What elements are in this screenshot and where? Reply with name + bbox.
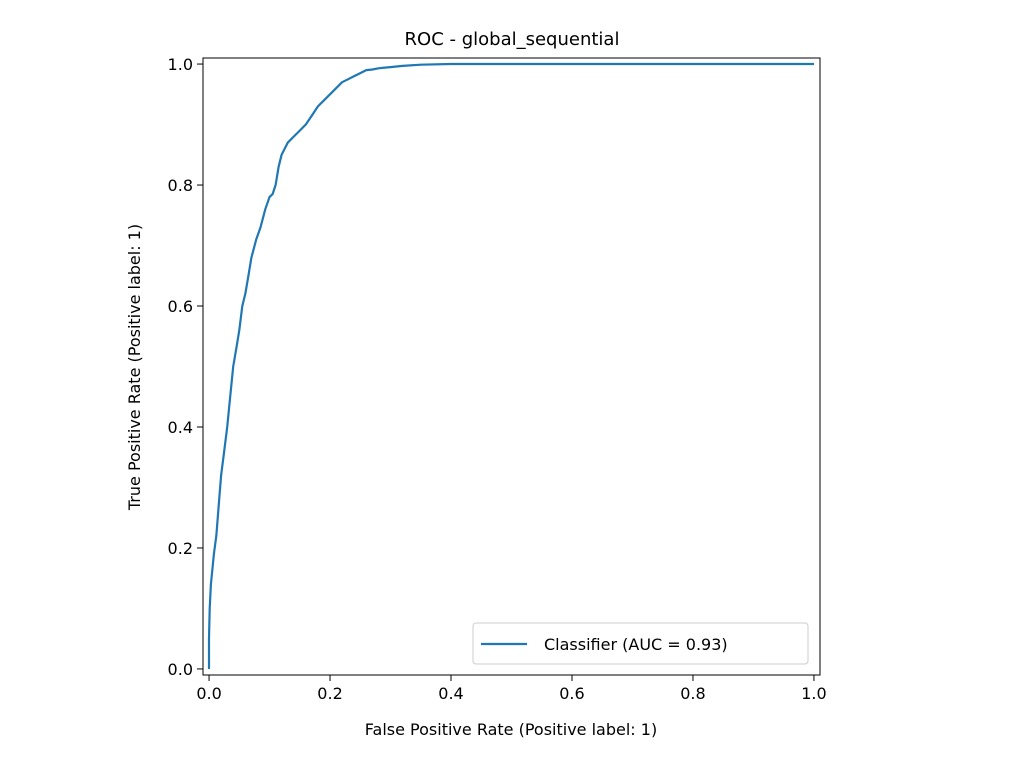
x-axis-label: False Positive Rate (Positive label: 1) [365,720,657,739]
x-tick-label: 0.0 [196,684,221,703]
legend-box [472,622,809,665]
x-tick-label: 0.2 [317,684,342,703]
y-tick-label: 1.0 [168,55,193,74]
y-tick-label: 0.0 [168,660,193,679]
y-tick-label: 0.8 [168,176,193,195]
chart-title: ROC - global_sequential [405,29,620,50]
y-tick-label: 0.2 [168,539,193,558]
x-tick-label: 0.4 [438,684,463,703]
y-axis-label: True Positive Rate (Positive label: 1) [125,224,144,511]
x-tick-label: 0.6 [559,684,584,703]
y-tick-label: 0.4 [168,418,193,437]
roc-curve [207,62,814,669]
x-tick-label: 0.8 [680,684,705,703]
legend-label: Classifier (AUC = 0.93) [544,635,728,654]
plot-frame [202,57,821,676]
x-tick-label: 1.0 [801,684,826,703]
legend: Classifier (AUC = 0.93) [472,622,809,665]
y-tick-label: 0.6 [168,297,193,316]
